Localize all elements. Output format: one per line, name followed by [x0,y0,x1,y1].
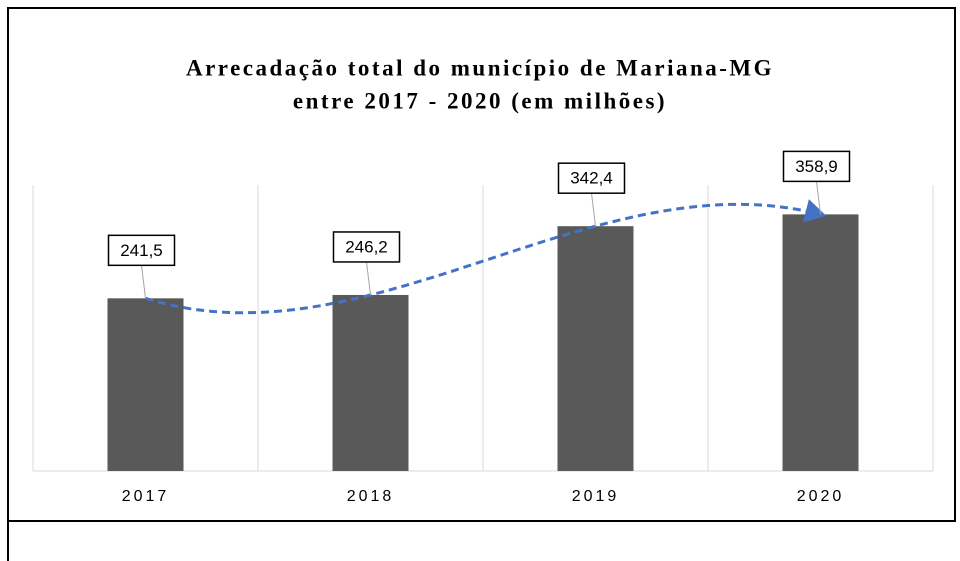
bar [557,226,634,471]
x-tick-label: 2018 [347,488,395,505]
chart-title: Arrecadação total do município de Marian… [186,55,774,80]
value-label: 358,9 [795,157,838,176]
value-label-box [557,162,626,194]
value-label-box [107,234,176,267]
leader-line [816,181,821,215]
chart-title: entre 2017 - 2020 (em milhões) [293,88,667,113]
leader-line [366,261,371,296]
chart-frame [7,7,956,522]
x-tick-label: 2020 [797,488,845,505]
value-label: 241,5 [120,241,163,260]
leader-line [591,193,596,227]
bar [782,214,859,471]
value-label-box [782,150,851,183]
bar [332,294,409,471]
value-label-box [332,231,401,263]
trend-line [145,199,827,315]
value-label: 342,4 [570,169,613,188]
bar [107,298,184,471]
x-tick-label: 2017 [122,488,170,505]
leader-line [141,265,146,299]
value-label: 246,2 [345,237,388,256]
x-tick-label: 2019 [572,488,620,505]
